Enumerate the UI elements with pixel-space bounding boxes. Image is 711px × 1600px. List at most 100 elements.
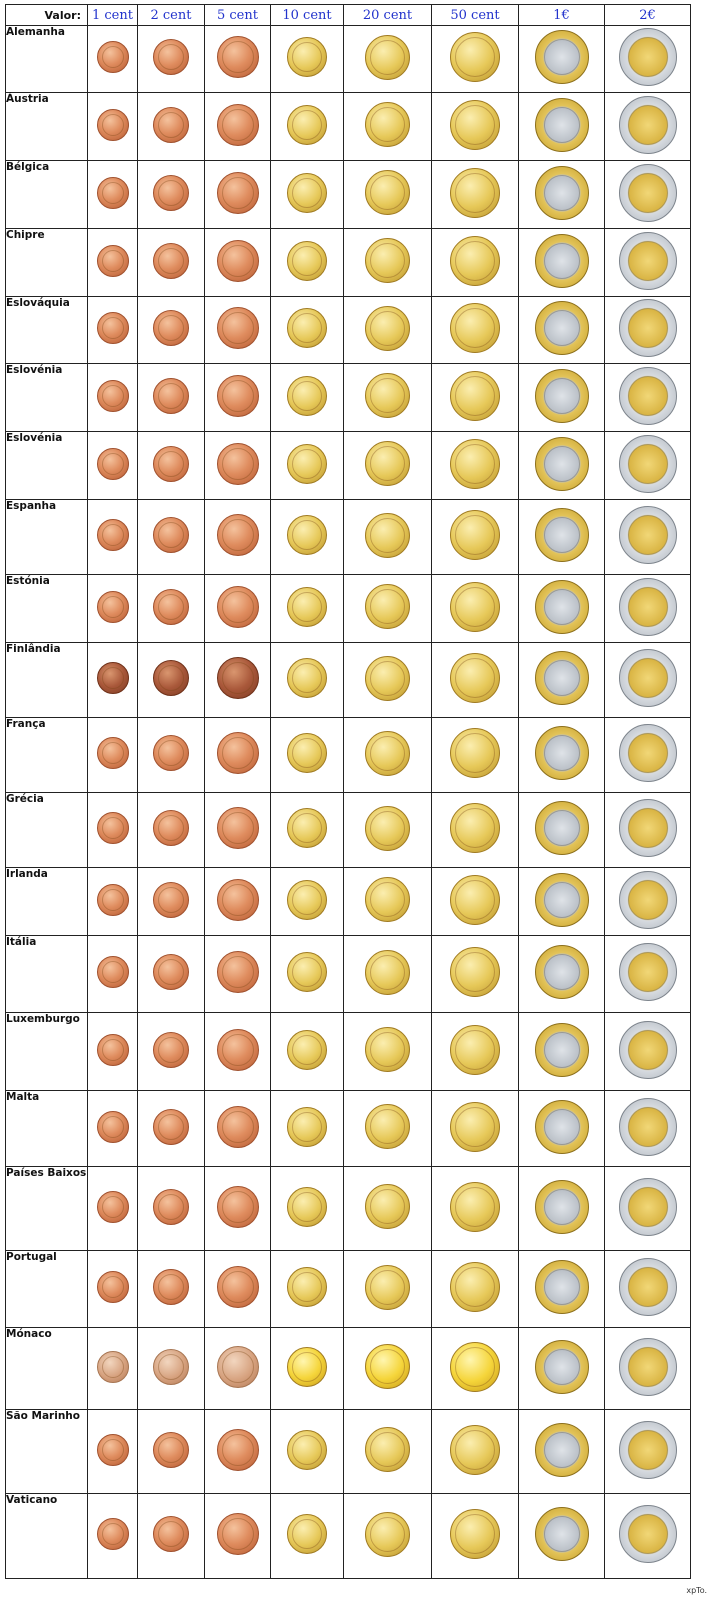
coin-cell-1-euro <box>518 574 605 643</box>
coin-cell-50-cent <box>431 1250 519 1328</box>
copper-coin-icon <box>96 447 129 480</box>
coin-cell-50-cent <box>431 867 519 936</box>
coin-cell-2-cent <box>137 642 205 718</box>
coin-cell-10-cent <box>270 25 344 93</box>
country-row: Chipre <box>5 228 691 297</box>
coin-cell-1-euro <box>518 228 605 297</box>
coin-cell-50-cent <box>431 25 519 93</box>
gold-coin-icon <box>287 1346 327 1387</box>
gold-coin-icon <box>287 240 327 281</box>
coin-cell-20-cent <box>343 1409 432 1494</box>
country-row: Alemanha <box>5 25 691 93</box>
coin-cell-5-cent <box>204 792 271 868</box>
coin-cell-5-cent <box>204 1409 271 1494</box>
copper-coin-icon <box>216 1185 259 1228</box>
country-name: Itália <box>5 935 88 1013</box>
coin-cell-10-cent <box>270 228 344 297</box>
coin-cell-50-cent <box>431 1090 519 1167</box>
bimetal-coin-icon <box>534 1179 589 1234</box>
gold-coin-icon <box>365 1027 410 1072</box>
coin-cell-2-euro <box>604 1012 691 1091</box>
coin-cell-20-cent <box>343 1327 432 1410</box>
coin-cell-2-cent <box>137 431 205 500</box>
header-5-cent: 5 cent <box>204 4 271 26</box>
bimetal-coin-icon <box>534 301 589 355</box>
bimetal-coin-icon <box>618 1177 677 1236</box>
coin-cell-2-cent <box>137 92 205 161</box>
bimetal-coin-icon <box>534 1099 589 1154</box>
bimetal-coin-icon <box>618 724 677 782</box>
coin-cell-50-cent <box>431 1327 519 1410</box>
country-row: Áustria <box>5 92 691 161</box>
gold-coin-icon <box>287 308 327 348</box>
coin-cell-1-euro <box>518 431 605 500</box>
gold-coin-icon <box>287 1429 327 1470</box>
bimetal-coin-icon <box>618 163 677 222</box>
bimetal-coin-icon <box>618 1420 677 1479</box>
bimetal-coin-icon <box>618 577 677 636</box>
coin-cell-20-cent <box>343 1493 432 1579</box>
copper-coin-icon <box>96 244 129 277</box>
gold-coin-icon <box>287 172 327 213</box>
copper-coin-icon <box>216 1105 259 1148</box>
bimetal-coin-icon <box>618 1020 677 1079</box>
gold-coin-icon <box>365 1104 410 1149</box>
gold-coin-icon <box>450 99 500 150</box>
coin-cell-20-cent <box>343 574 432 643</box>
coin-cell-2-euro <box>604 228 691 297</box>
copper-coin-icon <box>153 1431 189 1468</box>
country-name: Chipre <box>5 228 88 297</box>
coin-cell-2-euro <box>604 867 691 936</box>
coin-cell-50-cent <box>431 1493 519 1579</box>
bimetal-coin-icon <box>618 28 677 86</box>
coin-cell-10-cent <box>270 1493 344 1579</box>
bimetal-coin-icon <box>534 1339 589 1394</box>
gold-coin-icon <box>450 32 500 82</box>
bimetal-coin-icon <box>534 165 589 220</box>
coin-cell-10-cent <box>270 1012 344 1091</box>
gold-coin-icon <box>365 1184 410 1229</box>
copper-coin-icon <box>96 590 129 623</box>
header-10-cent: 10 cent <box>270 4 344 26</box>
coin-cell-50-cent <box>431 228 519 297</box>
copper-coin-icon <box>153 1031 189 1068</box>
coin-cell-10-cent <box>270 431 344 500</box>
coin-cell-2-euro <box>604 1250 691 1328</box>
gold-coin-icon <box>287 1029 327 1070</box>
coin-cell-50-cent <box>431 160 519 229</box>
copper-coin-icon <box>96 1033 129 1066</box>
gold-coin-icon <box>365 441 410 486</box>
coin-cell-20-cent <box>343 25 432 93</box>
coin-cell-2-cent <box>137 1409 205 1494</box>
copper-coin-icon <box>153 954 189 990</box>
copper-coin-icon <box>216 1028 259 1071</box>
copper-coin-icon <box>216 1428 259 1471</box>
gold-coin-icon <box>365 877 410 922</box>
coin-cell-20-cent <box>343 935 432 1013</box>
coin-cell-2-euro <box>604 1090 691 1167</box>
coin-cell-2-cent <box>137 1493 205 1579</box>
country-row: Luxemburgo <box>5 1012 691 1091</box>
gold-coin-icon <box>450 510 500 560</box>
coin-cell-1-cent <box>87 1250 138 1328</box>
coin-cell-5-cent <box>204 935 271 1013</box>
coin-cell-50-cent <box>431 1409 519 1494</box>
bimetal-coin-icon <box>534 872 589 927</box>
bimetal-coin-icon <box>618 366 677 425</box>
coin-cell-1-cent <box>87 1012 138 1091</box>
coin-cell-2-euro <box>604 160 691 229</box>
gold-coin-icon <box>287 104 327 145</box>
coin-cell-2-cent <box>137 1250 205 1328</box>
gold-coin-icon <box>365 1264 410 1310</box>
gold-coin-icon <box>287 375 327 416</box>
copper-coin-icon <box>153 1516 189 1552</box>
country-row: Eslovénia <box>5 431 691 500</box>
bimetal-coin-icon <box>618 434 677 493</box>
country-name: França <box>5 717 88 793</box>
coin-cell-10-cent <box>270 717 344 793</box>
gold-coin-icon <box>450 303 500 353</box>
coin-cell-1-euro <box>518 935 605 1013</box>
coin-cell-5-cent <box>204 642 271 718</box>
coin-cell-2-euro <box>604 499 691 575</box>
coin-cell-2-euro <box>604 574 691 643</box>
